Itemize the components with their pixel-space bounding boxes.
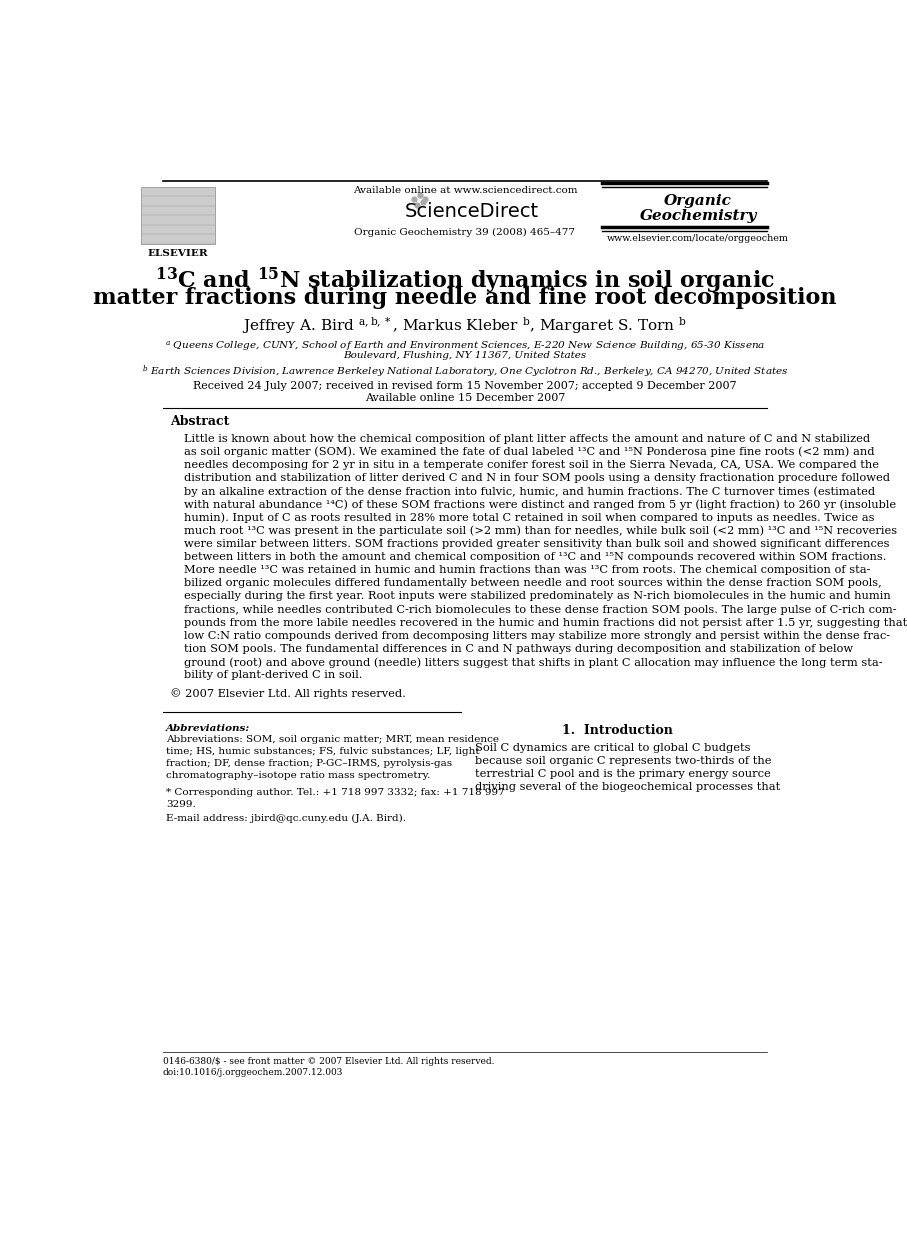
Text: Little is known about how the chemical composition of plant litter affects the a: Little is known about how the chemical c…	[183, 433, 870, 443]
Text: time; HS, humic substances; FS, fulvic substances; LF, light: time; HS, humic substances; FS, fulvic s…	[166, 748, 480, 756]
Text: ELSEVIER: ELSEVIER	[148, 249, 209, 258]
Text: Available online 15 December 2007: Available online 15 December 2007	[365, 392, 565, 402]
Text: humin). Input of C as roots resulted in 28% more total C retained in soil when c: humin). Input of C as roots resulted in …	[183, 513, 874, 524]
Text: 1.  Introduction: 1. Introduction	[562, 723, 673, 737]
Text: especially during the first year. Root inputs were stabilized predominately as N: especially during the first year. Root i…	[183, 592, 891, 602]
Text: as soil organic matter (SOM). We examined the fate of dual labeled ¹³C and ¹⁵N P: as soil organic matter (SOM). We examine…	[183, 447, 874, 457]
Text: terrestrial C pool and is the primary energy source: terrestrial C pool and is the primary en…	[475, 769, 771, 779]
Text: Geochemistry: Geochemistry	[639, 209, 757, 223]
Text: by an alkaline extraction of the dense fraction into fulvic, humic, and humin fr: by an alkaline extraction of the dense f…	[183, 487, 874, 496]
Text: © 2007 Elsevier Ltd. All rights reserved.: © 2007 Elsevier Ltd. All rights reserved…	[170, 688, 405, 699]
Text: $\mathregular{^{13}}$C and $\mathregular{^{15}}$N stabilization dynamics in soil: $\mathregular{^{13}}$C and $\mathregular…	[155, 266, 775, 296]
Text: doi:10.1016/j.orggeochem.2007.12.003: doi:10.1016/j.orggeochem.2007.12.003	[162, 1067, 343, 1077]
Text: E-mail address: jbird@qc.cuny.edu (J.A. Bird).: E-mail address: jbird@qc.cuny.edu (J.A. …	[166, 813, 406, 823]
Text: Jeffrey A. Bird $\mathregular{^{a,b,*}}$, Markus Kleber $\mathregular{^{b}}$, Ma: Jeffrey A. Bird $\mathregular{^{a,b,*}}$…	[242, 316, 688, 337]
Text: driving several of the biogeochemical processes that: driving several of the biogeochemical pr…	[475, 782, 781, 792]
Text: bility of plant-derived C in soil.: bility of plant-derived C in soil.	[183, 670, 362, 681]
Text: 3299.: 3299.	[166, 800, 196, 808]
Text: bilized organic molecules differed fundamentally between needle and root sources: bilized organic molecules differed funda…	[183, 578, 882, 588]
Text: pounds from the more labile needles recovered in the humic and humin fractions d: pounds from the more labile needles reco…	[183, 618, 907, 628]
Text: Abstract: Abstract	[170, 415, 229, 427]
Bar	[141, 187, 215, 244]
Text: needles decomposing for 2 yr in situ in a temperate conifer forest soil in the S: needles decomposing for 2 yr in situ in …	[183, 459, 879, 470]
Text: matter fractions during needle and fine root decomposition: matter fractions during needle and fine …	[93, 287, 836, 308]
Text: $\mathregular{^{b}}$ Earth Sciences Division, Lawrence Berkeley National Laborat: $\mathregular{^{b}}$ Earth Sciences Divi…	[141, 363, 788, 380]
Text: Soil C dynamics are critical to global C budgets: Soil C dynamics are critical to global C…	[475, 743, 751, 753]
Text: ground (root) and above ground (needle) litters suggest that shifts in plant C a: ground (root) and above ground (needle) …	[183, 657, 883, 667]
Text: $\mathregular{^{a}}$ Queens College, CUNY, School of Earth and Environment Scien: $\mathregular{^{a}}$ Queens College, CUN…	[165, 339, 765, 353]
Text: fractions, while needles contributed C-rich biomolecules to these dense fraction: fractions, while needles contributed C-r…	[183, 604, 896, 614]
Text: Abbreviations:: Abbreviations:	[166, 723, 250, 733]
Text: fraction; DF, dense fraction; P-GC–IRMS, pyrolysis-gas: fraction; DF, dense fraction; P-GC–IRMS,…	[166, 759, 453, 769]
Text: between litters in both the amount and chemical composition of ¹³C and ¹⁵N compo: between litters in both the amount and c…	[183, 552, 886, 562]
Text: with natural abundance ¹⁴C) of these SOM fractions were distinct and ranged from: with natural abundance ¹⁴C) of these SOM…	[183, 499, 896, 510]
Text: Available online at www.sciencedirect.com: Available online at www.sciencedirect.co…	[353, 186, 577, 194]
Text: chromatography–isotope ratio mass spectrometry.: chromatography–isotope ratio mass spectr…	[166, 771, 431, 780]
Text: Abbreviations: SOM, soil organic matter; MRT, mean residence: Abbreviations: SOM, soil organic matter;…	[166, 735, 499, 744]
Text: tion SOM pools. The fundamental differences in C and N pathways during decomposi: tion SOM pools. The fundamental differen…	[183, 644, 853, 654]
Text: More needle ¹³C was retained in humic and humin fractions than was ¹³C from root: More needle ¹³C was retained in humic an…	[183, 565, 870, 576]
Text: * Corresponding author. Tel.: +1 718 997 3332; fax: +1 718 997: * Corresponding author. Tel.: +1 718 997…	[166, 787, 505, 797]
Text: Organic Geochemistry 39 (2008) 465–477: Organic Geochemistry 39 (2008) 465–477	[355, 228, 575, 236]
Text: were similar between litters. SOM fractions provided greater sensitivity than bu: were similar between litters. SOM fracti…	[183, 539, 889, 548]
Text: low C:N ratio compounds derived from decomposing litters may stabilize more stro: low C:N ratio compounds derived from dec…	[183, 631, 890, 641]
Text: 0146-6380/$ - see front matter © 2007 Elsevier Ltd. All rights reserved.: 0146-6380/$ - see front matter © 2007 El…	[162, 1057, 494, 1066]
Text: Received 24 July 2007; received in revised form 15 November 2007; accepted 9 Dec: Received 24 July 2007; received in revis…	[193, 381, 736, 391]
Text: much root ¹³C was present in the particulate soil (>2 mm) than for needles, whil: much root ¹³C was present in the particu…	[183, 526, 897, 536]
Text: distribution and stabilization of litter derived C and N in four SOM pools using: distribution and stabilization of litter…	[183, 473, 890, 483]
Text: because soil organic C represents two-thirds of the: because soil organic C represents two-th…	[475, 755, 772, 766]
Text: Organic: Organic	[664, 194, 732, 208]
Text: www.elsevier.com/locate/orggeochem: www.elsevier.com/locate/orggeochem	[608, 234, 789, 244]
Text: ScienceDirect: ScienceDirect	[405, 202, 539, 220]
Text: Boulevard, Flushing, NY 11367, United States: Boulevard, Flushing, NY 11367, United St…	[343, 350, 587, 360]
